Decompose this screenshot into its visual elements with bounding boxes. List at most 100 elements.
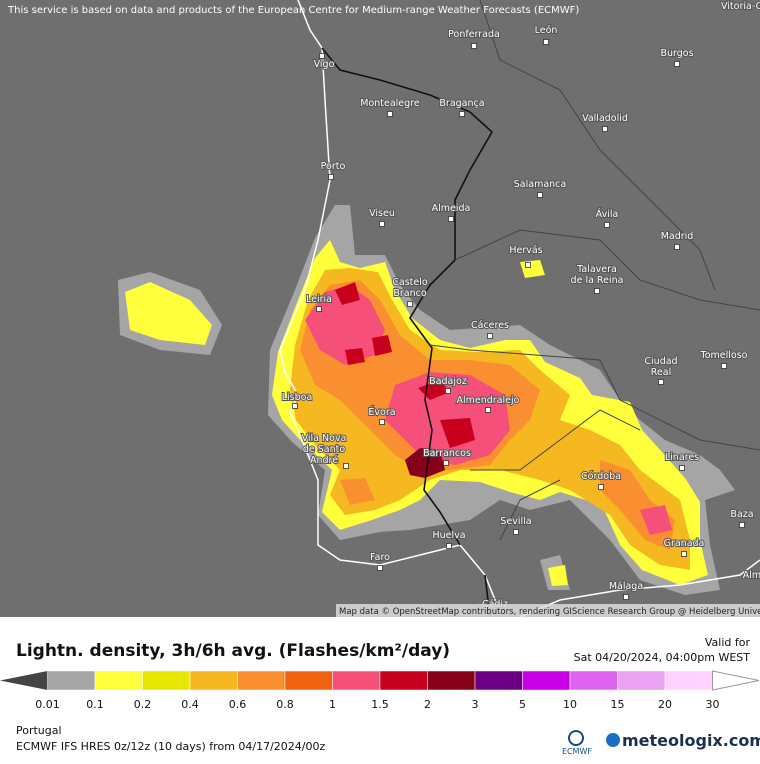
city-marker <box>602 126 608 132</box>
city-marker <box>343 463 349 469</box>
city-marker <box>537 192 543 198</box>
city-label: Cáceres <box>471 320 509 331</box>
legend-tick-label: 0.1 <box>86 698 104 711</box>
city-marker <box>604 222 610 228</box>
city-label: León <box>535 25 558 36</box>
city-label: Vigo <box>314 59 335 70</box>
city-label: Burgos <box>660 48 693 59</box>
legend-swatch <box>284 670 333 691</box>
city-label: Córdoba <box>581 471 621 482</box>
legend-swatch <box>189 670 238 691</box>
city-label: Viseu <box>369 208 395 219</box>
notice: This service is based on data and produc… <box>7 5 579 16</box>
city-label: Tomelloso <box>700 350 748 361</box>
legend-swatch <box>332 670 381 691</box>
legend-swatch <box>522 670 571 691</box>
city-label: Porto <box>321 161 346 172</box>
legend-tick-label: 15 <box>611 698 625 711</box>
city-marker <box>292 403 298 409</box>
city-label: Salamanca <box>514 179 566 190</box>
city-label: Alm <box>743 570 760 581</box>
legend-tick-label: 0.4 <box>181 698 199 711</box>
attribution: Map data © OpenStreetMap contributors, r… <box>339 607 760 617</box>
city-marker <box>674 61 680 67</box>
city-marker <box>623 594 629 600</box>
city-label: Ciudad <box>644 356 677 367</box>
city-marker <box>459 111 465 117</box>
city-label: de Santo <box>303 444 345 455</box>
city-marker <box>485 407 491 413</box>
city-marker <box>598 484 604 490</box>
legend-swatch <box>379 670 428 691</box>
city-marker <box>377 565 383 571</box>
legend-swatch <box>94 670 143 691</box>
city-label: Baza <box>730 509 753 520</box>
city-label: Castelo <box>392 277 428 288</box>
city-label: Leiria <box>306 294 332 305</box>
city-label: Vitoria-G <box>721 1 760 12</box>
city-marker <box>681 551 687 557</box>
cities: Vitoria-G Ponferrada León Burgos Vigo Monteal… <box>281 0 760 611</box>
city-label: Almeida <box>432 203 471 214</box>
brand-logo <box>606 733 620 747</box>
region: Portugal <box>16 724 62 737</box>
city-marker <box>446 543 452 549</box>
brand: meteologix.com <box>622 731 760 750</box>
city-label: de la Reina <box>571 275 624 286</box>
city-label: Madrid <box>661 231 694 242</box>
legend-tick-label: 5 <box>519 698 526 711</box>
city-marker <box>379 419 385 425</box>
city-marker <box>543 39 549 45</box>
city-label: Faro <box>370 552 390 563</box>
legend-tick-label: 0.6 <box>229 698 247 711</box>
city-label: Huelva <box>432 530 465 541</box>
legend-swatch <box>142 670 191 691</box>
legend-swatch <box>474 670 523 691</box>
legend-swatch <box>427 670 476 691</box>
city-marker <box>674 244 680 250</box>
city-label: Vila Nova <box>302 433 347 444</box>
city-label: Bragança <box>439 98 484 109</box>
city-marker <box>739 522 745 528</box>
legend-high-arrow <box>712 670 760 691</box>
city-label: Almendralejo <box>457 395 520 406</box>
legend-tick-label: 1 <box>329 698 336 711</box>
legend-tick-label: 0.8 <box>276 698 294 711</box>
legend-tick-label: 3 <box>472 698 479 711</box>
legend-swatch <box>47 670 96 691</box>
city-marker <box>448 216 454 222</box>
model-info: ECMWF IFS HRES 0z/12z (10 days) from 04/… <box>16 740 326 753</box>
legend-swatch <box>617 670 666 691</box>
valid-time: Sat 04/20/2024, 04:00pm WEST <box>574 651 751 664</box>
legend-tick-label: 10 <box>563 698 577 711</box>
city-label: Branco <box>393 288 426 299</box>
attribution-bg <box>336 604 760 617</box>
city-marker <box>387 111 393 117</box>
legend-tick-label: 30 <box>706 698 720 711</box>
legend-tick-label: 0.01 <box>35 698 60 711</box>
city-marker <box>525 262 531 268</box>
city-marker <box>443 460 449 466</box>
city-label: Ponferrada <box>448 29 500 40</box>
city-label: Talavera <box>576 264 617 275</box>
city-marker <box>471 43 477 49</box>
legend-low-arrow <box>0 671 48 690</box>
city-label: Real <box>651 367 671 378</box>
city-label: Ávila <box>596 208 619 220</box>
legend-tick-label: 0.2 <box>134 698 152 711</box>
city-label: Montealegre <box>360 98 420 109</box>
city-label: Granada <box>664 538 705 549</box>
city-label: Valladolid <box>582 113 628 124</box>
city-marker <box>487 333 493 339</box>
legend-swatch <box>237 670 286 691</box>
city-marker <box>319 53 325 59</box>
city-marker <box>328 174 334 180</box>
ecmwf-label: ECMWF <box>562 747 592 756</box>
legend-swatch <box>569 670 618 691</box>
city-marker <box>721 363 727 369</box>
city-marker <box>658 379 664 385</box>
region-borders <box>429 0 760 541</box>
city-marker <box>594 288 600 294</box>
